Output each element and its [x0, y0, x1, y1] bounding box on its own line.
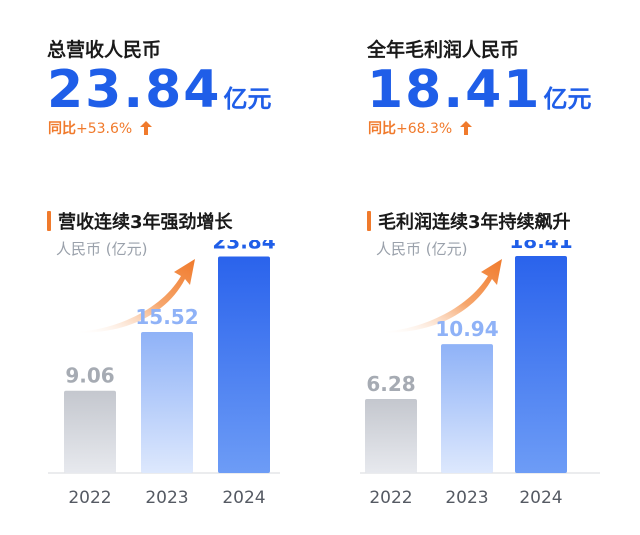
bar-value-label: 15.52 [135, 305, 198, 329]
profit-kpi-label: 全年毛利润人民币 [367, 39, 520, 61]
title-accent-bar [47, 211, 51, 231]
bar-2022 [365, 398, 417, 473]
x-tick-label: 2024 [519, 488, 562, 508]
x-tick-label: 2024 [222, 488, 265, 508]
bar-2024 [515, 256, 567, 473]
x-tick-label: 2023 [445, 488, 488, 508]
bar-2022 [64, 390, 116, 473]
profit-bar-chart: 6.28 2022 10.94 2023 18.41 2024 [360, 240, 600, 508]
profit-unit-label: 人民币 (亿元) [376, 240, 468, 258]
x-tick-label: 2022 [369, 488, 412, 508]
up-arrow-icon [139, 121, 152, 135]
bar-value-label: 18.41 [509, 240, 572, 253]
revenue-kpi-unit: 亿元 [223, 85, 272, 113]
bar-value-label: 10.94 [435, 317, 498, 341]
x-tick-label: 2023 [145, 488, 188, 508]
trend-up-arrow-icon [375, 259, 502, 333]
profit-chart-title: 毛利润连续3年持续飙升 [378, 212, 571, 233]
profit-kpi-value: 18.41 [367, 60, 542, 120]
revenue-unit-label: 人民币 (亿元) [56, 240, 148, 258]
revenue-chart-title: 营收连续3年强劲增长 [58, 212, 233, 233]
profit-yoy: 同比+68.3% [368, 118, 472, 138]
profit-yoy-label: 同比 [368, 121, 396, 137]
revenue-bar-chart: 9.06 2022 15.52 2023 23.84 2024 [48, 240, 280, 508]
revenue-chart-title-wrap: 营收连续3年强劲增长 [47, 208, 233, 234]
bar-value-label: 6.28 [366, 372, 415, 396]
revenue-yoy-value: +53.6% [76, 121, 133, 137]
revenue-yoy: 同比+53.6% [48, 118, 152, 138]
profit-chart-title-wrap: 毛利润连续3年持续飙升 [367, 208, 571, 234]
revenue-kpi-label: 总营收人民币 [47, 39, 162, 61]
bar-value-label: 9.06 [65, 364, 114, 388]
profit-yoy-value: +68.3% [396, 121, 453, 137]
bar-2023 [441, 344, 493, 473]
revenue-kpi: 23.84亿元 [47, 60, 271, 120]
bar-2024 [218, 256, 270, 473]
x-tick-label: 2022 [68, 488, 111, 508]
trend-up-arrow-icon [70, 259, 195, 333]
revenue-panel: 总营收人民币 23.84亿元 同比+53.6% 营收连续3年强劲增长 人民币 (… [47, 39, 280, 508]
profit-kpi-unit: 亿元 [543, 85, 592, 113]
up-arrow-icon [459, 121, 472, 135]
gross-profit-panel: 全年毛利润人民币 18.41亿元 同比+68.3% 毛利润连续3年持续飙升 人民… [320, 0, 640, 535]
bar-value-label: 23.84 [212, 240, 275, 253]
profit-kpi: 18.41亿元 [367, 60, 591, 120]
revenue-yoy-label: 同比 [48, 121, 76, 137]
revenue-kpi-value: 23.84 [47, 60, 222, 120]
title-accent-bar [367, 211, 371, 231]
bar-2023 [141, 332, 193, 473]
